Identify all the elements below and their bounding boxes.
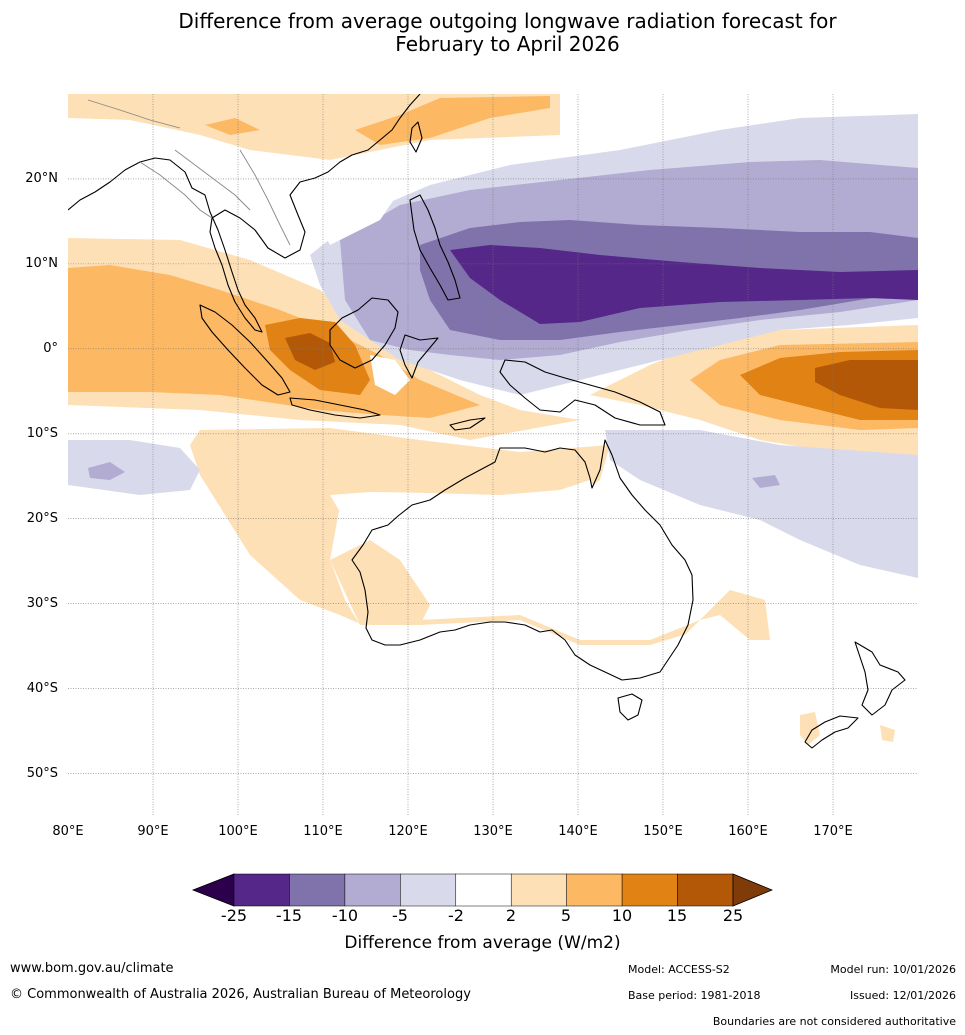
country-borders (87, 99, 291, 246)
lat-label-20s: 20°S (26, 511, 58, 526)
colorbar-arrow-high (732, 873, 774, 907)
lon-label-110e: 110°E (303, 824, 343, 839)
olr-neutral-regions (320, 190, 700, 675)
colorbar-segment (400, 873, 457, 907)
lat-label-20n: 20°N (25, 171, 58, 186)
lon-label-150e: 150°E (643, 824, 683, 839)
title-line-1: Difference from average outgoing longwav… (178, 9, 837, 33)
philippines-coastline (409, 194, 461, 301)
australia-coastline (351, 439, 694, 681)
title-line-2: February to April 2026 (395, 32, 620, 56)
sulawesi-coastline (399, 334, 439, 379)
colorbar-segment (621, 873, 678, 907)
new-zealand-south-coastline (804, 715, 859, 749)
colorbar-tick: 5 (560, 906, 572, 925)
lon-label-130e: 130°E (473, 824, 513, 839)
website-link[interactable]: www.bom.gov.au/climate (10, 961, 174, 976)
colorbar-segment (510, 873, 567, 907)
map-title: Difference from average outgoing longwav… (0, 10, 965, 56)
base-period: Base period: 1981-2018 (628, 989, 761, 1002)
colorbar-segment (289, 873, 346, 907)
colorbar-title: Difference from average (W/m2) (344, 933, 621, 953)
taiwan-coastline (409, 121, 423, 153)
colorbar (191, 873, 774, 907)
lon-label-90e: 90°E (137, 824, 169, 839)
boundaries-disclaimer: Boundaries are not considered authoritat… (712, 1015, 956, 1028)
java-coastline (289, 397, 381, 419)
copyright-notice: © Commonwealth of Australia 2026, Austra… (10, 987, 471, 1002)
lat-label-40s: 40°S (26, 681, 58, 696)
colorbar-tick: 2 (505, 906, 517, 925)
lon-label-140e: 140°E (558, 824, 598, 839)
graticule (68, 94, 918, 816)
colorbar-segment (566, 873, 623, 907)
colorbar-segment (233, 873, 290, 907)
lat-label-10s: 10°S (26, 426, 58, 441)
issued-date: Issued: 12/01/2026 (849, 989, 956, 1002)
asia-mainland-coastline (68, 94, 421, 333)
colorbar-tick: 10 (611, 906, 633, 925)
sumatra-coastline (199, 304, 291, 396)
colorbar-segment (677, 873, 734, 907)
lon-label-120e: 120°E (388, 824, 428, 839)
lon-label-100e: 100°E (218, 824, 258, 839)
model-name: Model: ACCESS-S2 (628, 963, 730, 976)
colorbar-segment (344, 873, 401, 907)
colorbar-tick: 15 (666, 906, 688, 925)
lat-label-30s: 30°S (26, 596, 58, 611)
timor-coastline (449, 417, 486, 431)
model-run-date: Model run: 10/01/2026 (830, 963, 956, 976)
olr-positive-extreme-shading (285, 333, 918, 410)
lon-label-80e: 80°E (52, 824, 84, 839)
colorbar-tick: -25 (220, 906, 248, 925)
colorbar-tick: -2 (448, 906, 464, 925)
lat-label-10n: 10°N (25, 256, 58, 271)
olr-negative-extreme-shading (450, 245, 918, 324)
colorbar-tick: -5 (392, 906, 408, 925)
lon-label-170e: 170°E (813, 824, 853, 839)
colorbar-segment (455, 873, 512, 907)
lon-label-160e: 160°E (728, 824, 768, 839)
new-zealand-north-coastline (854, 641, 906, 716)
coastlines (68, 94, 906, 749)
colorbar-tick: 25 (722, 906, 744, 925)
colorbar-tick: -15 (275, 906, 303, 925)
colorbar-arrow-low (191, 873, 235, 907)
lat-label-equator: 0° (43, 341, 58, 356)
tasmania-coastline (617, 693, 643, 721)
lat-label-50s: 50°S (26, 766, 58, 781)
colorbar-tick: -10 (331, 906, 359, 925)
borneo-coastline (329, 297, 399, 369)
new-guinea-coastline (499, 359, 666, 426)
